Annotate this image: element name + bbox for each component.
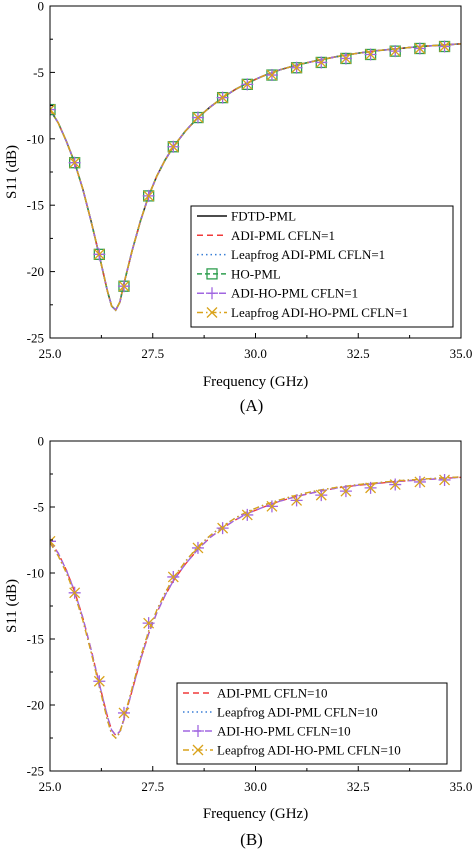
panel-b-legend: ADI-PML CFLN=10 Leapfrog ADI-PML CFLN=10 A…	[176, 682, 448, 765]
panel-a-legend: FDTD-PML ADI-PML CFLN=1 Leapfrog ADI-PML C…	[190, 205, 454, 328]
panel-b-x-tick-label: 35.0	[450, 779, 473, 794]
panel-b-point-leapfrog-adi-ho-pml-cfln-10	[167, 571, 179, 583]
panel-a-legend-label-leapfrog-adi-ho-pml-cfln-1: Leapfrog ADI-HO-PML CFLN=1	[231, 305, 408, 320]
panel-a-point-leapfrog-adi-ho-pml-cfln-1	[69, 157, 81, 169]
panel-b-plot-area	[50, 473, 461, 740]
panel-a-point-leapfrog-adi-ho-pml-cfln-1	[217, 92, 229, 104]
panel-a-x-tick-label: 25.0	[39, 346, 62, 361]
panel-b-x-tick-label: 30.0	[244, 779, 267, 794]
panel-a: 25.0 27.5 30.0 32.5 35.0 0 -5 -10 -15 -20 -25 Frequ…	[4, 0, 472, 415]
panel-a-x-tick-label: 35.0	[450, 346, 473, 361]
panel-a-y-tick-label: -25	[27, 331, 44, 346]
panel-b-x-tick-label: 27.5	[141, 779, 164, 794]
panel-a-legend-label-leapfrog-adi-pml-cfln-1: Leapfrog ADI-PML CFLN=1	[231, 247, 385, 262]
panel-b-y-tick-label: -25	[27, 764, 44, 779]
panel-a-point-adi-ho-pml-cfln-1	[50, 103, 56, 116]
panel-b-y-tick-label: 0	[38, 434, 45, 449]
panel-b-point-leapfrog-adi-ho-pml-cfln-10	[414, 476, 426, 488]
panel-b-point-leapfrog-adi-ho-pml-cfln-10	[217, 522, 229, 534]
panel-a-point-leapfrog-adi-ho-pml-cfln-1	[439, 41, 451, 52]
panel-b-point-leapfrog-adi-ho-pml-cfln-10	[93, 675, 105, 687]
panel-a-point-leapfrog-adi-ho-pml-cfln-1	[315, 56, 327, 68]
panel-b-x-tick-label: 32.5	[347, 779, 370, 794]
panel-a-point-leapfrog-adi-ho-pml-cfln-1	[118, 280, 130, 292]
panel-b: 25.0 27.5 30.0 32.5 35.0 0 -5 -10 -15 -20 -25 Frequ…	[4, 434, 472, 850]
panel-b-point-leapfrog-adi-ho-pml-cfln-10	[192, 542, 204, 554]
panel-b-y-tick-label: -5	[33, 500, 44, 515]
panel-a-x-tick-label: 32.5	[347, 346, 370, 361]
panel-a-point-leapfrog-adi-ho-pml-cfln-1	[167, 141, 179, 153]
panel-b-legend-box	[176, 682, 448, 765]
panel-b-series-adi-ho-pml-cfln-10	[50, 476, 461, 737]
panel-b-x-axis-label: Frequency (GHz)	[203, 806, 308, 822]
panel-a-y-tick-label: -5	[33, 65, 44, 80]
panel-b-point-leapfrog-adi-ho-pml-cfln-10	[291, 494, 303, 506]
panel-b-point-leapfrog-adi-ho-pml-cfln-10	[266, 500, 278, 512]
panel-a-point-leapfrog-adi-ho-pml-cfln-1	[291, 62, 303, 74]
panel-b-y-tick-label: -20	[27, 698, 44, 713]
panel-a-legend-marker-ho-pml	[206, 268, 218, 280]
panel-b-y-tick-label: -15	[27, 632, 44, 647]
panel-b-legend-label-adi-pml-cfln-10: ADI-PML CFLN=10	[217, 686, 328, 701]
panel-a-point-leapfrog-adi-ho-pml-cfln-1	[50, 104, 56, 116]
panel-a-point-leapfrog-adi-ho-pml-cfln-1	[241, 78, 253, 90]
panel-a-y-axis-label: S11 (dB)	[4, 145, 20, 199]
panel-a-x-axis-label: Frequency (GHz)	[203, 374, 308, 390]
panel-a-legend-label-ho-pml: HO-PML	[231, 266, 281, 281]
panel-a-point-leapfrog-adi-ho-pml-cfln-1	[143, 190, 155, 202]
panel-a-legend-marker-leapfrog-adi-ho-pml-cfln-1	[206, 307, 218, 318]
panel-a-legend-label-adi-ho-pml-cfln-1: ADI-HO-PML CFLN=1	[231, 286, 358, 301]
panel-a-point-leapfrog-adi-ho-pml-cfln-1	[266, 69, 278, 81]
panel-a-label: (A)	[240, 396, 264, 415]
panel-b-point-leapfrog-adi-ho-pml-cfln-10	[118, 707, 130, 719]
panel-a-plot-area	[50, 40, 461, 312]
panel-b-x-tick-label: 25.0	[39, 779, 62, 794]
panel-b-point-leapfrog-adi-ho-pml-cfln-10	[340, 485, 352, 497]
panel-b-legend-marker-leapfrog-adi-ho-pml-cfln-10	[192, 744, 204, 756]
panel-a-legend-label-fdtd-pml: FDTD-PML	[231, 209, 296, 224]
panel-a-x-tick-label: 27.5	[141, 346, 164, 361]
panel-b-legend-label-leapfrog-adi-pml-cfln-10: Leapfrog ADI-PML CFLN=10	[217, 705, 378, 720]
panel-b-label: (B)	[240, 830, 263, 849]
panel-b-point-leapfrog-adi-ho-pml-cfln-10	[315, 489, 327, 501]
panel-b-point-leapfrog-adi-ho-pml-cfln-10	[50, 535, 56, 547]
panel-a-y-tick-label: -10	[27, 131, 44, 146]
panel-a-y-tick-label: -20	[27, 264, 44, 279]
panel-a-legend-marker-adi-ho-pml-cfln-1	[206, 287, 218, 300]
panel-b-point-leapfrog-adi-ho-pml-cfln-10	[439, 474, 451, 486]
panel-a-point-leapfrog-adi-ho-pml-cfln-1	[414, 43, 426, 54]
panel-a-point-leapfrog-adi-ho-pml-cfln-1	[192, 112, 204, 124]
panel-a-y-tick-label: 0	[38, 0, 45, 14]
panel-a-point-leapfrog-adi-ho-pml-cfln-1	[389, 45, 401, 57]
panel-a-point-leapfrog-adi-ho-pml-cfln-1	[93, 248, 105, 260]
panel-b-y-axis-label: S11 (dB)	[4, 579, 20, 633]
panel-b-legend-marker-adi-ho-pml-cfln-10	[192, 725, 204, 737]
panel-a-point-leapfrog-adi-ho-pml-cfln-1	[365, 49, 377, 60]
panel-b-legend-label-adi-ho-pml-cfln-10: ADI-HO-PML CFLN=10	[217, 724, 351, 739]
panel-b-point-leapfrog-adi-ho-pml-cfln-10	[69, 587, 81, 599]
panel-b-point-leapfrog-adi-ho-pml-cfln-10	[143, 617, 155, 629]
panel-b-point-leapfrog-adi-ho-pml-cfln-10	[365, 482, 377, 494]
panel-a-y-tick-label: -15	[27, 198, 44, 213]
panel-a-legend-box	[190, 205, 454, 328]
panel-a-legend-label-adi-pml-cfln-1: ADI-PML CFLN=1	[231, 228, 335, 243]
panel-b-point-leapfrog-adi-ho-pml-cfln-10	[389, 479, 401, 491]
panel-b-legend-label-leapfrog-adi-ho-pml-cfln-10: Leapfrog ADI-HO-PML CFLN=10	[217, 743, 401, 758]
panel-b-point-leapfrog-adi-ho-pml-cfln-10	[241, 509, 253, 521]
panel-b-point-adi-ho-pml-cfln-10	[50, 535, 56, 548]
panel-a-point-leapfrog-adi-ho-pml-cfln-1	[340, 52, 352, 64]
panel-a-x-tick-label: 30.0	[244, 346, 267, 361]
panel-b-y-tick-label: -10	[27, 566, 44, 581]
